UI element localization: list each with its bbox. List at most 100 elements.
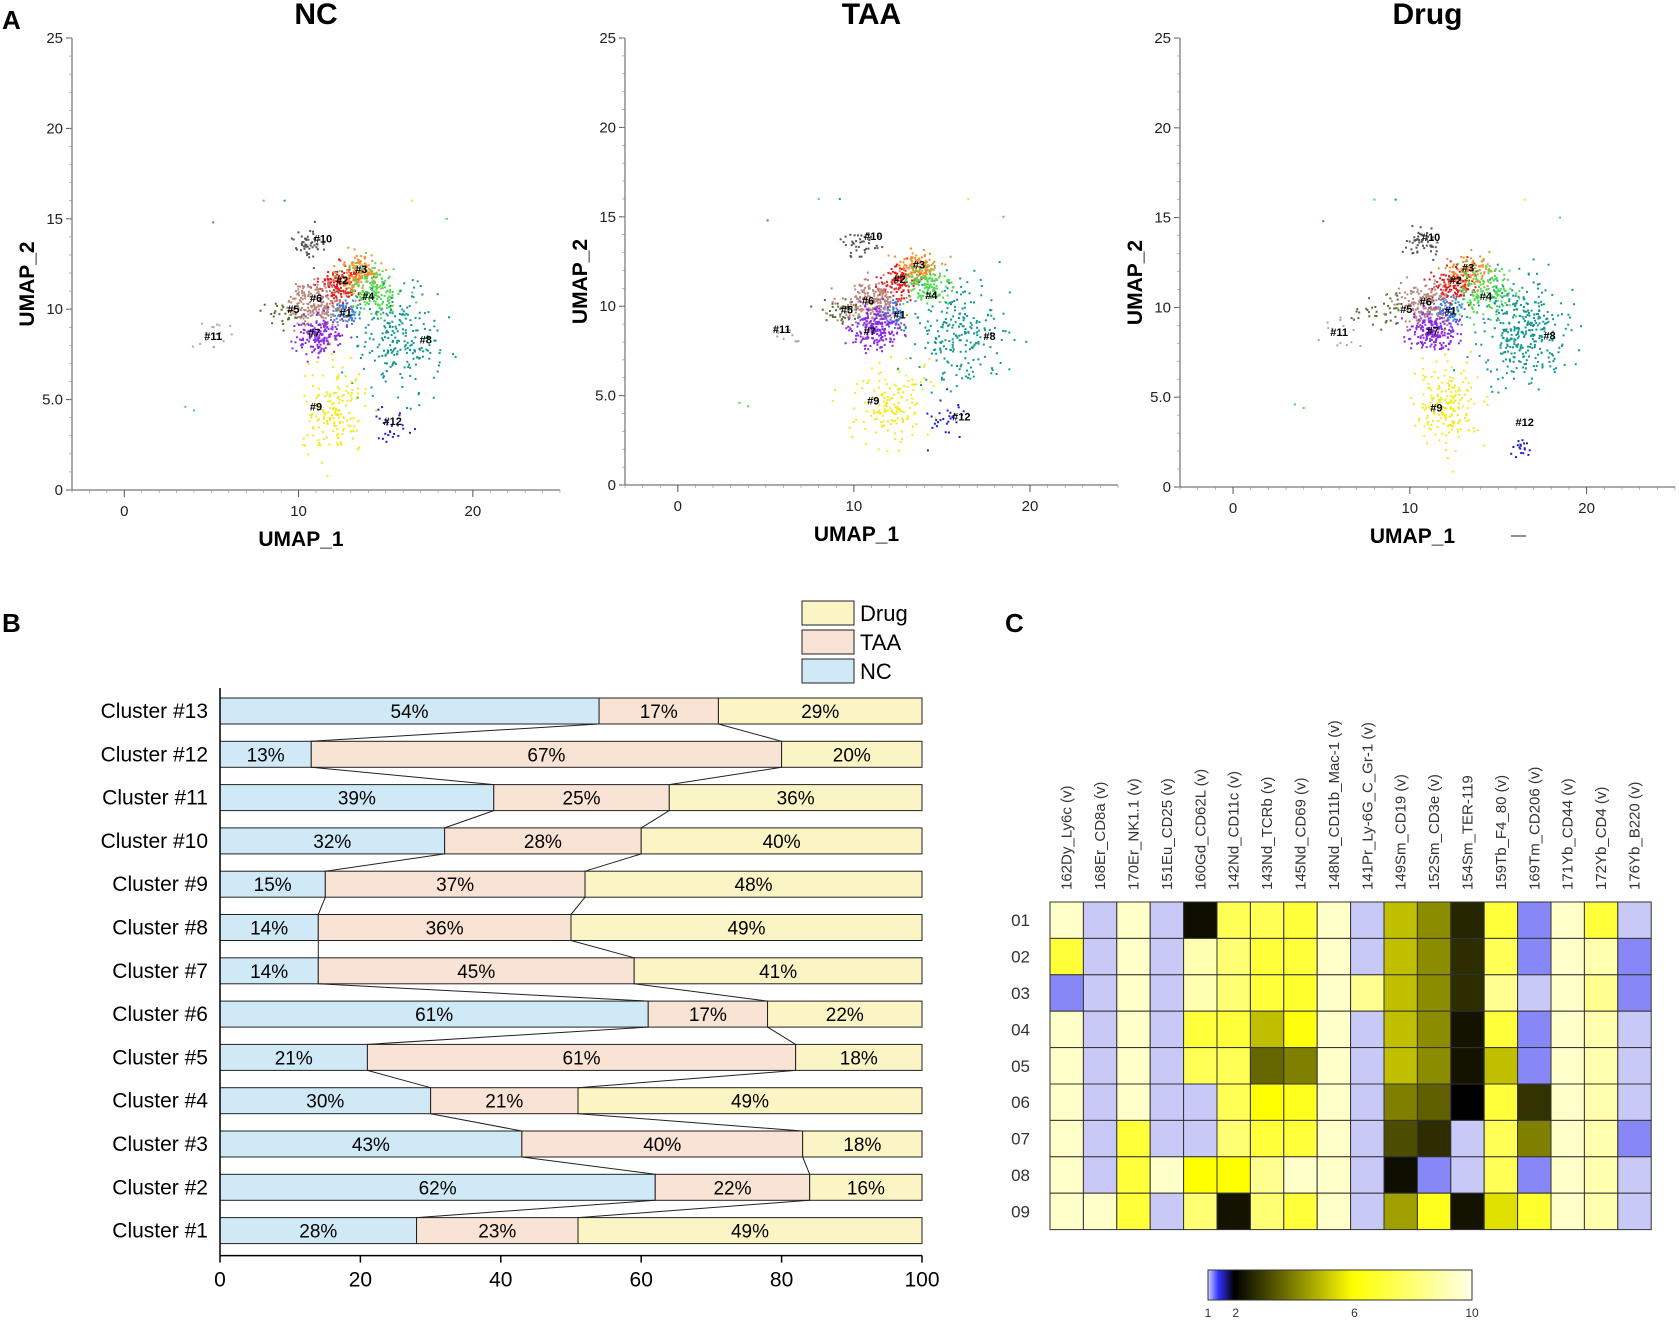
umap-point <box>895 274 898 277</box>
umap-point <box>885 338 888 341</box>
umap-point <box>316 291 319 294</box>
umap-point <box>344 315 347 317</box>
umap-point <box>409 344 412 347</box>
umap-point <box>405 312 408 315</box>
heatmap-cell <box>1082 937 1118 976</box>
umap-point <box>867 247 870 250</box>
umap-point <box>834 302 837 305</box>
umap-point <box>1463 285 1466 288</box>
umap-point <box>216 323 219 326</box>
umap-point <box>1511 289 1514 292</box>
heatmap-cell <box>1450 1156 1485 1194</box>
umap-point <box>307 306 309 309</box>
umap-point <box>905 275 908 278</box>
heatmap-cell <box>1617 974 1652 1012</box>
umap-point <box>333 281 335 284</box>
bar-value-label: 62% <box>419 1178 457 1199</box>
umap-point <box>911 275 914 278</box>
umap-point <box>357 279 360 282</box>
umap-point <box>1420 327 1422 330</box>
umap-point <box>849 328 852 330</box>
umap-point <box>970 327 973 330</box>
umap-point <box>304 309 307 312</box>
heatmap-cell <box>1316 937 1352 976</box>
umap-point <box>350 305 353 308</box>
bar-row: Cluster #7 14% 45% 41% <box>112 957 923 985</box>
umap-point <box>1446 310 1449 313</box>
umap-point <box>877 329 880 332</box>
umap-point <box>1455 321 1458 323</box>
heatmap-cell <box>1183 1156 1218 1194</box>
umap-point <box>334 412 337 415</box>
umap-point <box>909 295 912 298</box>
heatmap-column-label: 169Tm_CD206 (v) <box>1526 767 1543 890</box>
umap-point <box>313 238 316 241</box>
umap-point <box>853 392 856 394</box>
umap-point <box>1417 342 1420 345</box>
umap-point <box>323 248 325 251</box>
umap-point <box>947 278 950 281</box>
umap-point <box>1410 292 1413 295</box>
umap-point <box>292 238 295 241</box>
umap-point <box>885 303 888 306</box>
umap-point <box>314 334 317 337</box>
umap-point <box>364 331 367 334</box>
umap-point <box>337 433 340 435</box>
umap-point <box>1516 327 1518 330</box>
umap-point <box>1390 300 1393 303</box>
bar-segment-drug <box>802 1130 923 1158</box>
umap-point <box>432 376 435 379</box>
umap-point <box>855 303 858 306</box>
umap-point <box>344 299 347 302</box>
umap-point <box>853 317 856 320</box>
umap-point <box>1495 276 1498 279</box>
umap-point <box>1485 288 1488 291</box>
heatmap-cell <box>1550 1156 1585 1194</box>
umap-point <box>1527 320 1530 323</box>
umap-point <box>990 372 993 375</box>
umap-point <box>1440 330 1443 333</box>
bar-connector-line <box>570 896 586 915</box>
umap-point <box>1408 338 1411 341</box>
umap-point <box>354 282 357 285</box>
umap-point <box>889 305 891 307</box>
umap-point <box>1472 310 1475 313</box>
umap-point <box>945 269 948 272</box>
umap-point <box>873 308 876 310</box>
heatmap-cell <box>1450 1083 1485 1121</box>
umap-point <box>934 290 937 293</box>
umap-point <box>338 276 340 279</box>
umap-point <box>1513 314 1516 317</box>
heatmap-cell <box>1483 937 1519 976</box>
umap-point <box>306 302 309 305</box>
umap-point <box>322 319 325 322</box>
heatmap-cell <box>1183 1192 1218 1231</box>
umap-point <box>1522 332 1525 335</box>
bar-value-label: 22% <box>826 1005 864 1026</box>
umap-point <box>1525 359 1528 362</box>
heatmap-column-label: 168Er_CD8a (v) <box>1092 782 1109 890</box>
umap-point <box>1008 331 1011 334</box>
umap-point <box>887 323 890 326</box>
umap-point <box>1397 309 1400 312</box>
umap-point <box>893 311 896 314</box>
umap-point <box>1350 317 1353 320</box>
umap-point <box>1419 296 1422 299</box>
umap-point <box>315 397 318 400</box>
umap-point <box>342 289 344 292</box>
umap-point <box>312 298 315 301</box>
umap-point <box>300 323 303 326</box>
umap-point <box>1492 279 1495 282</box>
umap-point <box>1446 314 1449 316</box>
umap-point <box>1412 307 1414 310</box>
umap-point <box>942 418 945 420</box>
umap-point <box>991 369 994 371</box>
umap-point <box>396 353 398 356</box>
umap-x-tick-label: 0 <box>120 503 128 520</box>
umap-point <box>872 290 875 293</box>
umap-point <box>325 330 328 333</box>
umap-point <box>307 340 310 343</box>
bar-segment-drug <box>717 697 923 725</box>
umap-point <box>316 343 319 346</box>
umap-point <box>900 291 903 293</box>
